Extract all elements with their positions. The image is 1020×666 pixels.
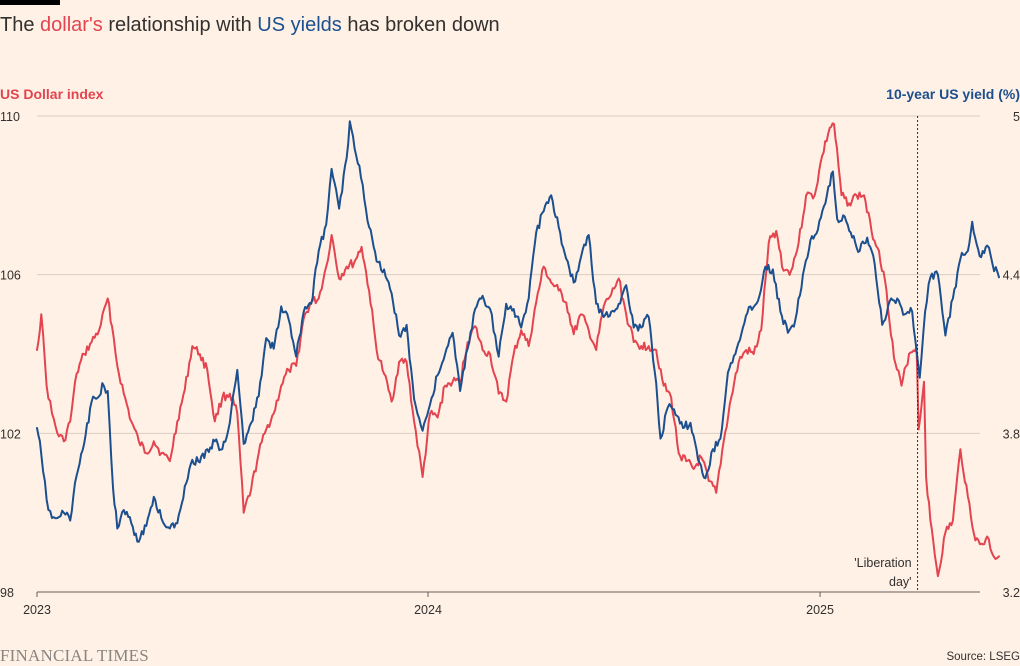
- right-tick-label: 3.2: [1003, 586, 1020, 600]
- right-axis-label: 10-year US yield (%): [886, 86, 1020, 102]
- x-tick-label: 2024: [414, 603, 442, 617]
- left-tick-label: 98: [0, 586, 14, 600]
- ft-logo-text: FINANCIAL TIMES: [0, 646, 149, 665]
- grid-layer: [37, 115, 980, 593]
- left-tick-label: 110: [0, 110, 20, 124]
- title-part: relationship with: [102, 14, 258, 36]
- right-tick-label: 3.8: [1003, 427, 1020, 441]
- title-part: The: [0, 14, 41, 36]
- left-tick-label: 102: [0, 427, 21, 441]
- annotation-label: 'Liberation: [854, 556, 911, 570]
- dollar-index-line: [36, 122, 1000, 578]
- title-dollar-highlight: dollar's: [40, 14, 103, 36]
- chart-title: The dollar's relationship with US yields…: [0, 14, 500, 37]
- source-note: Source: LSEG: [946, 651, 1020, 663]
- title-part: has broken down: [341, 14, 500, 36]
- us-yield-line: [36, 120, 1000, 543]
- annotation-label: day': [889, 575, 912, 589]
- x-tick-label: 2025: [806, 603, 834, 617]
- axis-layer: 98 3.2 102 3.8 106 4.4 110 5 2023 2024 2025: [0, 110, 1020, 617]
- ft-brand-bar: [0, 0, 60, 5]
- x-tick-label: 2023: [23, 603, 51, 617]
- series-layer: [36, 120, 1000, 578]
- left-tick-label: 106: [0, 269, 21, 283]
- title-yields-highlight: US yields: [257, 14, 342, 36]
- left-axis-label: US Dollar index: [0, 86, 104, 102]
- annotation-layer: 'Liberation day': [854, 116, 919, 592]
- right-tick-label: 5: [1013, 110, 1020, 124]
- right-tick-label: 4.4: [1003, 269, 1020, 283]
